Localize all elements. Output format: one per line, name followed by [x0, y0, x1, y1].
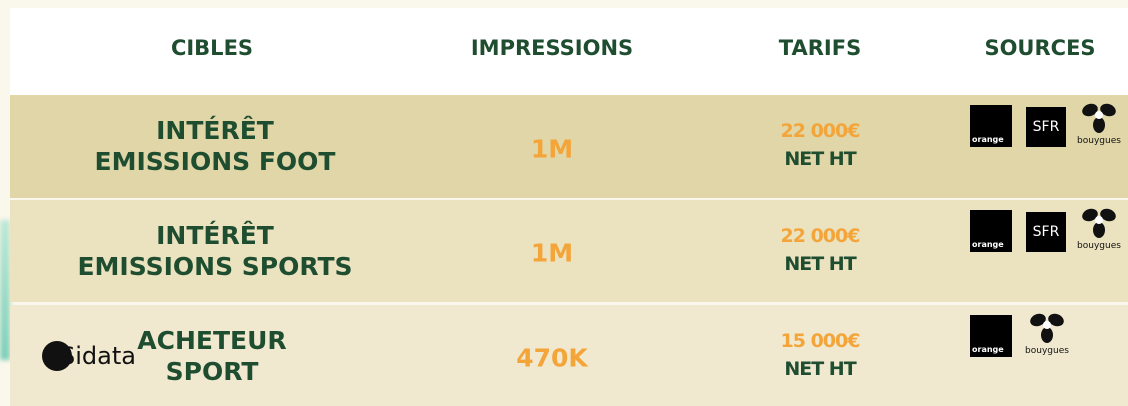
bouygues-logo: bouygues	[1074, 101, 1124, 151]
price: 15 000€	[780, 330, 861, 352]
target-line: EMISSIONS SPORTS	[77, 252, 353, 281]
price: 22 000€	[780, 225, 861, 247]
orange-logo: orange	[970, 210, 1012, 252]
provider-logo: Sidata	[42, 341, 136, 371]
target-line: INTÉRÊT	[156, 116, 274, 145]
target-line: INTÉRÊT	[156, 221, 274, 250]
price: 22 000€	[780, 120, 861, 142]
sfr-logo: SFR	[1026, 107, 1066, 147]
table-row: INTÉRÊT EMISSIONS FOOT 1M 22 000€ NET HT oran…	[10, 95, 1128, 198]
bouygues-text: bouygues	[1077, 241, 1121, 251]
impressions: 1M	[530, 134, 574, 163]
column-header: TARIFS	[778, 36, 862, 60]
bouygues-icon	[1030, 313, 1064, 343]
provider-name: Sidata	[60, 342, 136, 370]
bouygues-text: bouygues	[1025, 346, 1069, 356]
impressions: 1M	[530, 238, 574, 268]
price-note: NET HT	[784, 148, 856, 170]
bouygues-icon	[1082, 208, 1116, 238]
target: INTÉRÊT EMISSIONS SPORTS	[77, 220, 352, 282]
table-row: INTÉRÊT EMISSIONS SPORTS 1M 22 000€ NET HT or…	[10, 200, 1128, 302]
provider-icon	[42, 341, 72, 371]
column-header: SOURCES	[984, 36, 1096, 60]
column-header: CIBLES	[170, 36, 254, 60]
bouygues-text: bouygues	[1077, 136, 1121, 146]
orange-logo: orange	[970, 315, 1012, 357]
target-line: EMISSIONS FOOT	[94, 147, 336, 176]
orange-logo: orange	[970, 105, 1012, 147]
target: ACHETEUR SPORT	[137, 325, 286, 387]
column-header: IMPRESSIONS	[470, 36, 634, 60]
bouygues-icon	[1082, 103, 1116, 133]
header	[10, 8, 1128, 95]
target: INTÉRÊT EMISSIONS FOOT	[95, 115, 336, 177]
target-line: ACHETEUR	[137, 326, 287, 355]
impressions: 470K	[516, 343, 588, 372]
sfr-logo: SFR	[1026, 212, 1066, 252]
target-line: SPORT	[165, 357, 259, 386]
price-note: NET HT	[784, 253, 856, 275]
bouygues-logo: bouygues	[1074, 206, 1124, 256]
table-row: ACHETEUR SPORT Sidata 470K 15 000€ NET HT oran…	[10, 305, 1128, 406]
price-note: NET HT	[784, 358, 856, 380]
bouygues-logo: bouygues	[1022, 311, 1072, 361]
